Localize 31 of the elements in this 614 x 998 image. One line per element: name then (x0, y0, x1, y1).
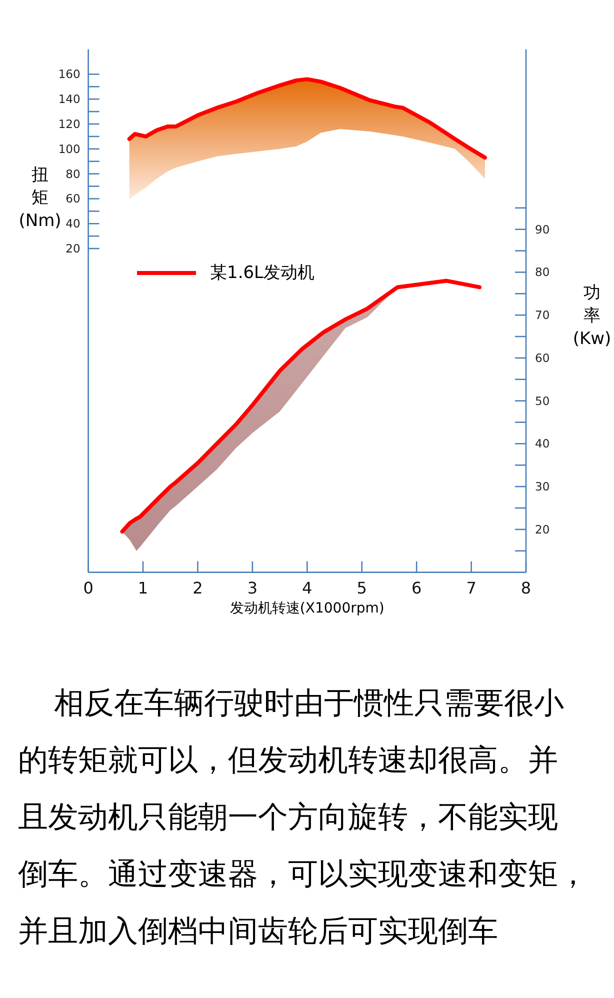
y-tick-label: 80 (66, 166, 80, 181)
x-tick-label: 3 (247, 578, 258, 598)
x-axis-title: 发动机转速(X1000rpm) (230, 600, 384, 616)
x-tick-label: 4 (302, 578, 312, 598)
y-tick-label: 20 (66, 242, 80, 256)
x-tick-label: 6 (411, 578, 422, 598)
legend-label: 某1.6L发动机 (210, 263, 315, 283)
x-tick-label: 5 (356, 578, 367, 598)
y2-tick-label: 90 (535, 222, 550, 236)
y-tick-label: 160 (58, 67, 80, 82)
text: 相反在车辆行驶时由于惯性只需要很小的转矩就可以，但发动机转速却很高。并且发动机只能朝一个方向旋转，不能实现倒车。通过变速器，可以实现变速和变矩，并且加入倒档中间齿轮后可实现倒车 (18, 685, 588, 951)
x-tick-label: 7 (466, 578, 476, 598)
y2-axis-title: 功率(Kw) (572, 283, 612, 349)
y2-tick-label: 70 (535, 308, 550, 322)
y2-tick-label: 20 (535, 522, 550, 536)
y2-tick-label: 40 (535, 436, 550, 451)
y2-tick-label: 50 (535, 394, 550, 408)
x-tick-label: 1 (138, 578, 148, 598)
y2-tick-label: 60 (535, 350, 550, 365)
x-tick-label: 0 (83, 578, 94, 598)
x-tick-label: 2 (192, 578, 203, 598)
x-tick-label: 8 (520, 578, 532, 598)
y-tick-label: 60 (66, 192, 80, 206)
y-tick-label: 120 (58, 117, 80, 132)
y2-tick-label: 30 (535, 480, 550, 494)
legend-item: 某1.6L发动机 (137, 263, 315, 283)
y-tick-label: 40 (66, 216, 80, 231)
y2-tick-label: 80 (535, 265, 550, 280)
y-tick-label: 140 (58, 92, 80, 106)
y-axis-title: 扭矩(Nm) (18, 165, 62, 231)
y-tick-label: 100 (58, 142, 80, 156)
